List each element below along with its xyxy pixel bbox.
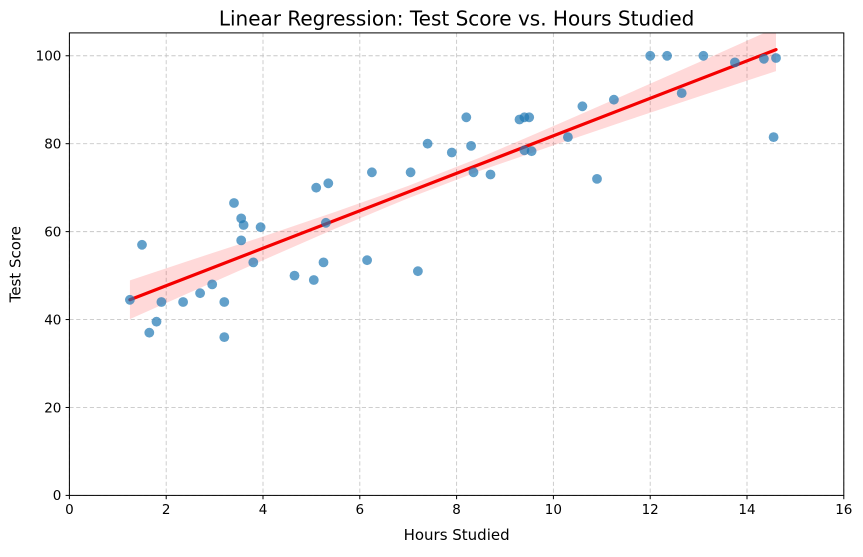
- data-point: [466, 141, 476, 151]
- data-point: [461, 112, 472, 123]
- data-point: [771, 53, 781, 63]
- axes-layer: 0 2 4 6 8 10 12 14 16 0 20 40 60 80 100: [36, 32, 852, 518]
- y-tick-label: 40: [44, 312, 61, 328]
- y-tick-label: 80: [44, 136, 61, 152]
- data-point: [645, 50, 656, 61]
- chart-title: Linear Regression: Test Score vs. Hours …: [219, 7, 695, 31]
- data-point: [144, 327, 155, 338]
- data-point: [405, 167, 416, 178]
- x-tick-label: 8: [452, 502, 461, 518]
- data-point: [485, 169, 496, 180]
- data-point: [768, 132, 779, 143]
- y-tick-label: 60: [44, 224, 61, 240]
- data-point: [255, 222, 266, 233]
- data-point: [577, 101, 588, 112]
- x-tick-label: 0: [65, 502, 74, 518]
- y-tick-label: 20: [44, 400, 61, 416]
- data-point: [321, 217, 331, 228]
- data-point: [662, 50, 672, 61]
- data-point: [519, 145, 530, 156]
- data-point: [524, 112, 535, 123]
- data-point: [151, 316, 162, 327]
- x-tick-label: 6: [356, 502, 365, 518]
- data-point: [413, 266, 423, 277]
- data-point: [367, 167, 377, 178]
- data-point: [563, 132, 573, 143]
- data-point: [422, 138, 433, 149]
- data-point: [759, 53, 769, 64]
- data-point: [178, 297, 189, 307]
- data-point: [362, 255, 372, 266]
- data-point: [137, 239, 147, 250]
- x-tick-label: 16: [835, 502, 852, 518]
- scatter-points-layer: [124, 50, 781, 342]
- data-point: [219, 332, 230, 342]
- data-point: [207, 279, 218, 290]
- data-point: [219, 297, 230, 307]
- regression-line: [128, 48, 778, 302]
- y-tick-label: 100: [36, 49, 62, 65]
- data-point: [698, 50, 709, 61]
- x-tick-label: 4: [259, 502, 268, 518]
- data-point: [609, 94, 619, 105]
- data-point: [468, 167, 479, 178]
- data-point: [308, 275, 319, 285]
- data-point: [311, 182, 322, 193]
- data-point: [195, 288, 206, 299]
- data-point: [323, 178, 334, 189]
- data-point: [229, 198, 239, 208]
- data-point: [289, 270, 300, 281]
- data-point: [124, 294, 135, 305]
- regression-line-layer: [128, 48, 778, 302]
- data-point: [446, 147, 457, 158]
- data-point: [236, 235, 247, 246]
- x-tick-label: 10: [545, 502, 562, 518]
- y-tick-label: 0: [53, 488, 62, 504]
- x-tick-label: 14: [738, 502, 755, 518]
- data-point: [156, 297, 167, 307]
- data-point: [730, 57, 740, 68]
- x-tick-label: 12: [642, 502, 659, 518]
- data-point: [526, 146, 537, 157]
- data-point: [238, 220, 249, 230]
- data-point: [676, 88, 687, 98]
- data-point: [318, 257, 329, 268]
- data-point: [248, 257, 259, 268]
- x-tick-label: 2: [162, 502, 171, 518]
- data-point: [592, 174, 602, 184]
- x-axis-label: Hours Studied: [404, 526, 510, 544]
- y-axis-label: Test Score: [7, 226, 25, 303]
